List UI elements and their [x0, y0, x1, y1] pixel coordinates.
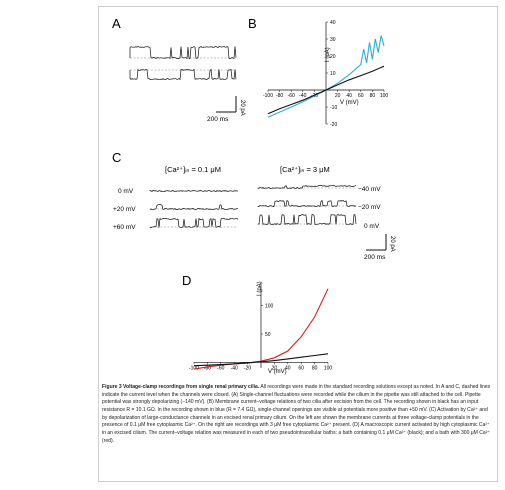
- caption-title: Figure 3 Voltage-clamp recordings from s…: [102, 384, 260, 390]
- panel-c-left-trace-2: [149, 217, 239, 228]
- panel-d-x-tick-label: -60: [217, 365, 224, 371]
- panel-c-left-trace-0: [149, 189, 239, 192]
- panel-d-x-tick-label: -40: [231, 365, 238, 371]
- panel-c-right-header: [Ca²⁺]ᵢₙ = 3 μM: [280, 165, 330, 174]
- panel-a-scalebar-y: 20 pA: [239, 100, 245, 116]
- panel-d-x-tick-label: -100: [189, 365, 199, 371]
- panel-d-x-tick-label: -80: [204, 365, 211, 371]
- panel-d-ylabel: I (pA): [257, 281, 263, 296]
- panel-b-y-tick-label: 30: [330, 37, 336, 43]
- panel-c-right-voltage-0: −40 mV: [358, 186, 381, 193]
- panel-c-right-trace-1: [257, 199, 357, 208]
- panel-c-right-trace-0: [257, 184, 357, 189]
- panel-c-left-trace-1: [149, 204, 239, 211]
- panel-b-x-tick-label: -40: [299, 93, 306, 99]
- caption-body: All recordings were made in the standard…: [102, 384, 491, 444]
- panel-d-y-tick-label: 50: [265, 332, 271, 338]
- panel-b-chart: -100 -80 -60 -40 -20 20 40 60 80 100-20-101020304…: [263, 20, 388, 128]
- panel-label-d: D: [182, 273, 191, 288]
- panel-b-ylabel: I (pA): [325, 47, 331, 62]
- panel-b-y-tick-label: -20: [330, 122, 337, 128]
- panel-b-x-tick-label: 80: [370, 93, 376, 99]
- panel-d-x-tick-label: 100: [324, 365, 333, 371]
- figure-caption: Figure 3 Voltage-clamp recordings from s…: [102, 384, 492, 445]
- panel-label-b: B: [248, 16, 257, 31]
- panel-b-x-tick-label: 60: [358, 93, 364, 99]
- panel-b-y-tick-label: 20: [330, 54, 336, 60]
- panel-b-x-tick-label: -100: [263, 93, 273, 99]
- panel-d-x-tick-label: 20: [272, 365, 278, 371]
- panel-c-left-voltage-0: 0 mV: [118, 188, 134, 195]
- panel-d-series-1: [193, 353, 329, 367]
- panel-d-chart: -100 -80 -60 -40 -20 20 40 60 80 100 50 100: [189, 283, 332, 371]
- panel-c-left-header: [Ca²⁺]ᵢₙ = 0.1 μM: [165, 165, 221, 174]
- panel-d-x-tick-label: -20: [244, 365, 251, 371]
- panel-a-trace-1: [129, 45, 237, 60]
- panel-a-trace-2: [129, 68, 237, 81]
- panel-c-right-voltage-2: 0 mV: [364, 223, 380, 230]
- panel-c-right-voltage-1: −20 mV: [358, 204, 381, 211]
- panel-b-y-tick-label: 40: [330, 20, 336, 26]
- panel-c-left-voltage-2: +60 mV: [113, 224, 136, 231]
- panel-c-traces: [149, 184, 357, 228]
- panel-c-scalebar: 20 pA 200 ms: [364, 234, 395, 261]
- figure-frame: [98, 6, 498, 482]
- panel-b-x-tick-label: -60: [288, 93, 295, 99]
- panel-b-x-tick-label: 100: [380, 93, 389, 99]
- panel-b-xlabel: V (mV): [340, 100, 359, 106]
- panel-d-x-tick-label: 80: [312, 365, 318, 371]
- panel-b-series-0: [267, 35, 385, 118]
- panel-b-x-tick-label: 20: [335, 93, 341, 99]
- panel-b-x-tick-label: -80: [276, 93, 283, 99]
- panel-a-scalebar-x: 200 ms: [207, 116, 229, 123]
- panel-a-scalebar: 20 pA 200 ms: [207, 96, 245, 123]
- panel-d-x-tick-label: 60: [298, 365, 304, 371]
- panel-b-y-tick-label: 10: [330, 71, 336, 77]
- panel-d-xlabel: V (mV): [268, 369, 287, 375]
- panel-label-a: A: [112, 16, 121, 31]
- panel-label-c: C: [112, 150, 121, 165]
- panel-d-series-0: [193, 288, 329, 370]
- panel-c-right-trace-2: [257, 213, 357, 226]
- panel-b-x-tick-label: 40: [346, 93, 352, 99]
- panel-c-scalebar-y: 20 pA: [389, 236, 395, 252]
- panel-b-y-tick-label: -10: [330, 105, 337, 111]
- panel-a-traces: [129, 45, 237, 81]
- panel-b-series-1: [267, 65, 385, 115]
- panel-d-y-tick-label: 100: [265, 303, 274, 309]
- panel-c-left-voltage-1: +20 mV: [113, 206, 136, 213]
- panel-d-x-tick-label: 40: [285, 365, 291, 371]
- panel-c-scalebar-x: 200 ms: [364, 254, 386, 261]
